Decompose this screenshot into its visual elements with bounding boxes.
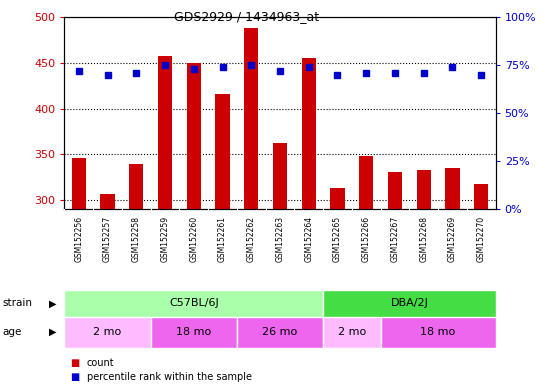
Bar	[186, 63, 201, 209]
Bar	[129, 164, 143, 209]
Text: GDS2929 / 1434963_at: GDS2929 / 1434963_at	[174, 10, 319, 23]
Text: strain: strain	[3, 298, 33, 308]
Bar	[64, 290, 323, 317]
Text: GSM152266: GSM152266	[362, 216, 371, 262]
Bar	[323, 317, 381, 348]
Text: C57BL/6J: C57BL/6J	[169, 298, 218, 308]
Text: percentile rank within the sample: percentile rank within the sample	[87, 372, 252, 382]
Bar	[388, 172, 402, 209]
Text: GSM152261: GSM152261	[218, 216, 227, 262]
Text: ■: ■	[70, 358, 80, 368]
Text: ▶: ▶	[49, 327, 57, 337]
Text: 18 mo: 18 mo	[421, 327, 456, 337]
Bar	[302, 58, 316, 209]
Bar	[359, 156, 374, 209]
Bar	[158, 56, 172, 209]
Bar	[330, 188, 345, 209]
Bar	[323, 290, 496, 317]
Text: GSM152258: GSM152258	[132, 216, 141, 262]
Bar	[273, 142, 287, 209]
Text: DBA/2J: DBA/2J	[390, 298, 428, 308]
Bar	[237, 317, 323, 348]
Text: GSM152263: GSM152263	[276, 216, 284, 262]
Text: GSM152269: GSM152269	[448, 216, 457, 262]
Text: GSM152256: GSM152256	[74, 216, 83, 262]
Text: GSM152264: GSM152264	[304, 216, 313, 262]
Text: GSM152270: GSM152270	[477, 216, 486, 262]
Bar	[215, 94, 230, 209]
Bar	[417, 170, 431, 209]
Text: GSM152257: GSM152257	[103, 216, 112, 262]
Text: ■: ■	[70, 372, 80, 382]
Text: GSM152259: GSM152259	[161, 216, 170, 262]
Bar	[100, 194, 115, 209]
Bar	[151, 317, 237, 348]
Text: GSM152268: GSM152268	[419, 216, 428, 262]
Text: 2 mo: 2 mo	[338, 327, 366, 337]
Text: 26 mo: 26 mo	[263, 327, 297, 337]
Bar	[474, 184, 488, 209]
Bar	[445, 168, 460, 209]
Text: 2 mo: 2 mo	[94, 327, 122, 337]
Bar	[244, 28, 259, 209]
Text: ▶: ▶	[49, 298, 57, 308]
Bar	[64, 317, 151, 348]
Text: count: count	[87, 358, 114, 368]
Text: GSM152262: GSM152262	[247, 216, 256, 262]
Text: 18 mo: 18 mo	[176, 327, 211, 337]
Text: GSM152267: GSM152267	[390, 216, 399, 262]
Text: age: age	[3, 327, 22, 337]
Text: GSM152265: GSM152265	[333, 216, 342, 262]
Bar	[381, 317, 496, 348]
Text: GSM152260: GSM152260	[189, 216, 198, 262]
Bar	[72, 158, 86, 209]
